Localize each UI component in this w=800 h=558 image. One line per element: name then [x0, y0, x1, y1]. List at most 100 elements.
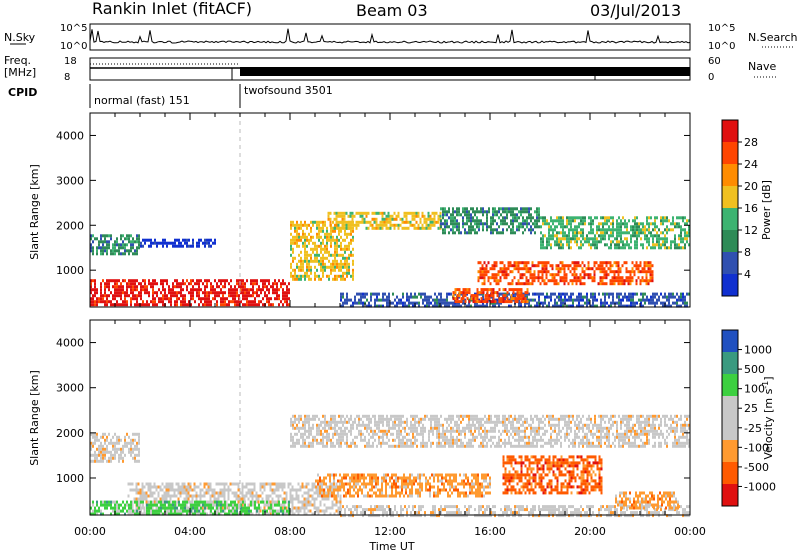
scatter-cell: [294, 278, 296, 281]
scatter-cell: [98, 454, 100, 457]
scatter-cell: [578, 231, 580, 234]
scatter-cell: [470, 222, 472, 225]
scatter-cell: [190, 279, 192, 282]
scatter-cell: [606, 216, 608, 219]
scatter-cell: [130, 243, 132, 246]
scatter-cell: [396, 224, 398, 227]
scatter-cell: [504, 222, 506, 225]
scatter-cell: [360, 302, 362, 305]
scatter-cell: [578, 246, 580, 249]
scatter-cell: [654, 234, 656, 237]
scatter-cell: [250, 504, 252, 507]
scatter-cell: [374, 415, 376, 418]
scatter-cell: [410, 224, 412, 227]
scatter-cell: [352, 215, 354, 218]
scatter-cell: [374, 221, 376, 224]
scatter-cell: [128, 294, 130, 297]
scatter-cell: [180, 303, 182, 306]
scatter-cell: [222, 300, 224, 303]
scatter-cell: [246, 492, 248, 495]
scatter-cell: [496, 279, 498, 282]
scatter-cell: [582, 234, 584, 237]
scatter-cell: [616, 240, 618, 243]
scatter-cell: [316, 498, 318, 501]
scatter-cell: [530, 299, 532, 302]
scatter-cell: [516, 282, 518, 285]
scatter-cell: [306, 483, 308, 486]
scatter-cell: [344, 227, 346, 230]
scatter-cell: [492, 216, 494, 219]
scatter-cell: [162, 297, 164, 300]
scatter-cell: [584, 273, 586, 276]
scatter-cell: [104, 237, 106, 240]
scatter-cell: [572, 234, 574, 237]
scatter-cell: [616, 279, 618, 282]
scatter-cell: [450, 222, 452, 225]
scatter-cell: [582, 216, 584, 219]
scatter-cell: [332, 421, 334, 424]
colorbar-tick-label: 8: [744, 246, 751, 259]
scatter-cell: [542, 267, 544, 270]
scatter-cell: [390, 445, 392, 448]
scatter-cell: [632, 302, 634, 305]
scatter-cell: [668, 302, 670, 305]
scatter-cell: [152, 492, 154, 495]
scatter-cell: [684, 234, 686, 237]
scatter-cell: [504, 264, 506, 267]
scatter-cell: [540, 240, 542, 243]
scatter-cell: [612, 225, 614, 228]
scatter-cell: [600, 282, 602, 285]
scatter-cell: [282, 294, 284, 297]
scatter-cell: [374, 421, 376, 424]
scatter-cell: [680, 296, 682, 299]
scatter-cell: [298, 498, 300, 501]
scatter-cell: [342, 302, 344, 305]
freq-tick-low: 8: [64, 72, 70, 83]
scatter-cell: [374, 418, 376, 421]
cpid-panel: CPID normal (fast) 151 twofsound 3501: [8, 84, 333, 108]
scatter-cell: [550, 243, 552, 246]
scatter-cell: [100, 240, 102, 243]
scatter-cell: [452, 210, 454, 213]
scatter-cell: [350, 427, 352, 430]
scatter-cell: [592, 293, 594, 296]
scatter-cell: [184, 282, 186, 285]
scatter-cell: [580, 296, 582, 299]
scatter-cell: [522, 216, 524, 219]
scatter-cell: [610, 270, 612, 273]
scatter-cell: [92, 303, 94, 306]
scatter-cell: [308, 269, 310, 272]
scatter-cell: [610, 293, 612, 296]
scatter-cell: [454, 219, 456, 222]
scatter-cell: [382, 296, 384, 299]
scatter-cell: [332, 236, 334, 239]
scatter-cell: [270, 504, 272, 507]
scatter-cell: [124, 291, 126, 294]
scatter-cell: [224, 300, 226, 303]
scatter-cell: [590, 219, 592, 222]
scatter-cell: [430, 218, 432, 221]
scatter-cell: [654, 293, 656, 296]
scatter-cell: [244, 294, 246, 297]
scatter-cell: [232, 297, 234, 300]
scatter-cell: [406, 218, 408, 221]
scatter-cell: [566, 222, 568, 225]
scatter-cell: [402, 293, 404, 296]
scatter-cell: [511, 297, 513, 300]
scatter-cell: [602, 237, 604, 240]
scatter-cell: [118, 460, 120, 463]
scatter-cell: [382, 415, 384, 418]
scatter-cell: [638, 276, 640, 279]
scatter-cell: [334, 230, 336, 233]
scatter-cell: [274, 501, 276, 504]
scatter-cell: [424, 221, 426, 224]
scatter-cell: [288, 483, 290, 486]
scatter-cell: [572, 216, 574, 219]
scatter-cell: [128, 483, 130, 486]
scatter-cell: [296, 489, 298, 492]
scatter-cell: [292, 221, 294, 224]
scatter-cell: [608, 261, 610, 264]
scatter-cell: [576, 237, 578, 240]
scatter-cell: [388, 221, 390, 224]
scatter-cell: [182, 501, 184, 504]
